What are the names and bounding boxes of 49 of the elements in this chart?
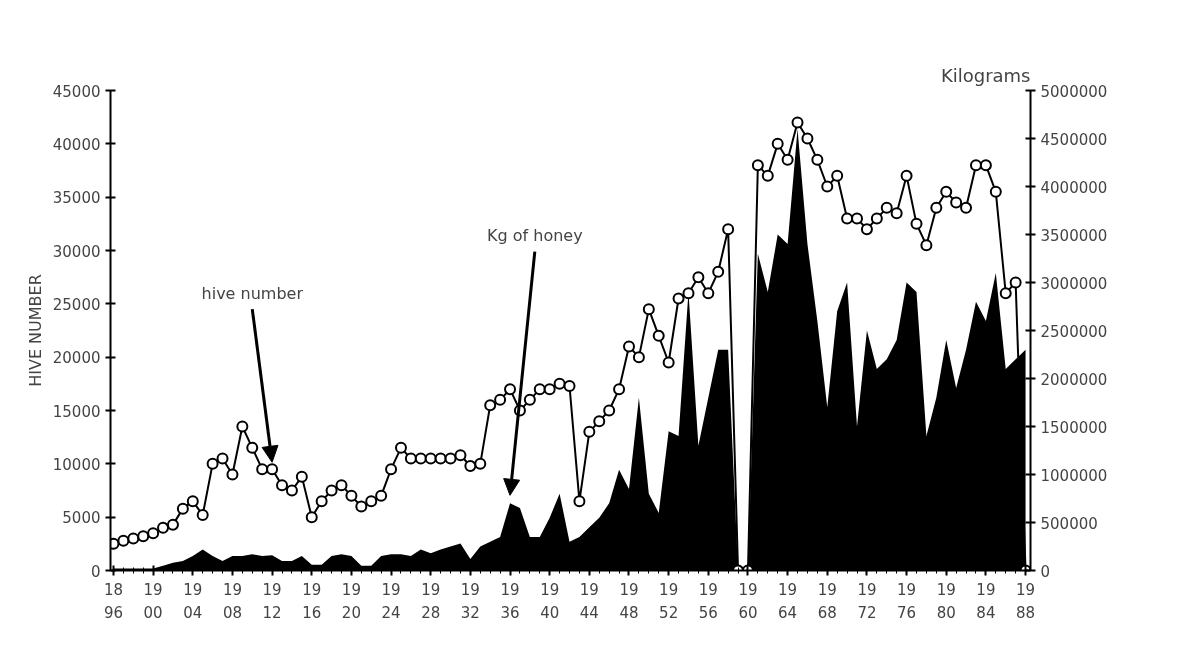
y2-tick-label: 4500000 [1040, 130, 1108, 149]
y2-tick-label: 0 [1040, 562, 1051, 581]
x-tick-label: 19 56 [698, 580, 718, 622]
y2-tick-label: 3000000 [1040, 274, 1108, 293]
y2-tick-label: 1000000 [1040, 466, 1108, 485]
y-tick-label: 30000 [52, 242, 101, 261]
y2-tick-label: 3500000 [1040, 226, 1108, 245]
x-tick-label: 19 60 [738, 580, 758, 622]
y-tick-label: 20000 [52, 349, 101, 368]
x-tick-label: 19 80 [936, 580, 956, 622]
x-tick-label: 19 04 [183, 580, 203, 622]
x-tick-label: 19 28 [421, 580, 441, 622]
annotation: hive number [201, 283, 304, 303]
y2-tick-label: 5000000 [1040, 82, 1108, 101]
x-tick-label: 19 76 [897, 580, 917, 622]
x-tick-label: 19 00 [143, 580, 163, 622]
y2-tick-label: 500000 [1040, 514, 1098, 533]
x-tick-label: 19 32 [460, 580, 480, 622]
annotation: Kg of honey [487, 226, 583, 246]
y-tick-label: 45000 [52, 82, 101, 101]
x-tick-label: 19 24 [381, 580, 401, 622]
x-tick-label: 19 88 [1016, 580, 1036, 622]
x-tick-label: 19 84 [976, 580, 996, 622]
y-tick-label: 0 [90, 562, 101, 581]
y-axis-title: HIVE NUMBER [25, 274, 45, 387]
x-tick-label: 18 96 [103, 580, 124, 622]
x-tick-label: 19 68 [817, 580, 837, 622]
y-tick-label: 15000 [52, 402, 101, 421]
x-tick-label: 19 12 [262, 580, 282, 622]
x-tick-label: 19 52 [659, 580, 679, 622]
x-tick-label: 19 48 [619, 580, 639, 622]
y-tick-label: 40000 [52, 135, 101, 154]
x-tick-label: 19 36 [500, 580, 520, 622]
y2-axis-title: Kilograms [940, 64, 1031, 86]
y2-tick-label: 4000000 [1040, 178, 1108, 197]
x-tick-label: 19 44 [579, 580, 599, 622]
y2-tick-label: 1500000 [1040, 418, 1108, 437]
x-tick-label: 19 64 [778, 580, 798, 622]
y2-tick-label: 2500000 [1040, 322, 1108, 341]
y-tick-label: 35000 [52, 189, 101, 208]
x-tick-label: 19 40 [540, 580, 560, 622]
y2-tick-label: 2000000 [1040, 370, 1108, 389]
x-tick-label: 19 08 [222, 580, 242, 622]
y-tick-label: 5000 [62, 509, 101, 528]
x-tick-label: 19 72 [857, 580, 877, 622]
x-tick-label: 19 16 [302, 580, 322, 622]
y-tick-label: 25000 [52, 295, 101, 314]
y-tick-label: 10000 [52, 455, 101, 474]
x-tick-label: 19 20 [341, 580, 361, 622]
